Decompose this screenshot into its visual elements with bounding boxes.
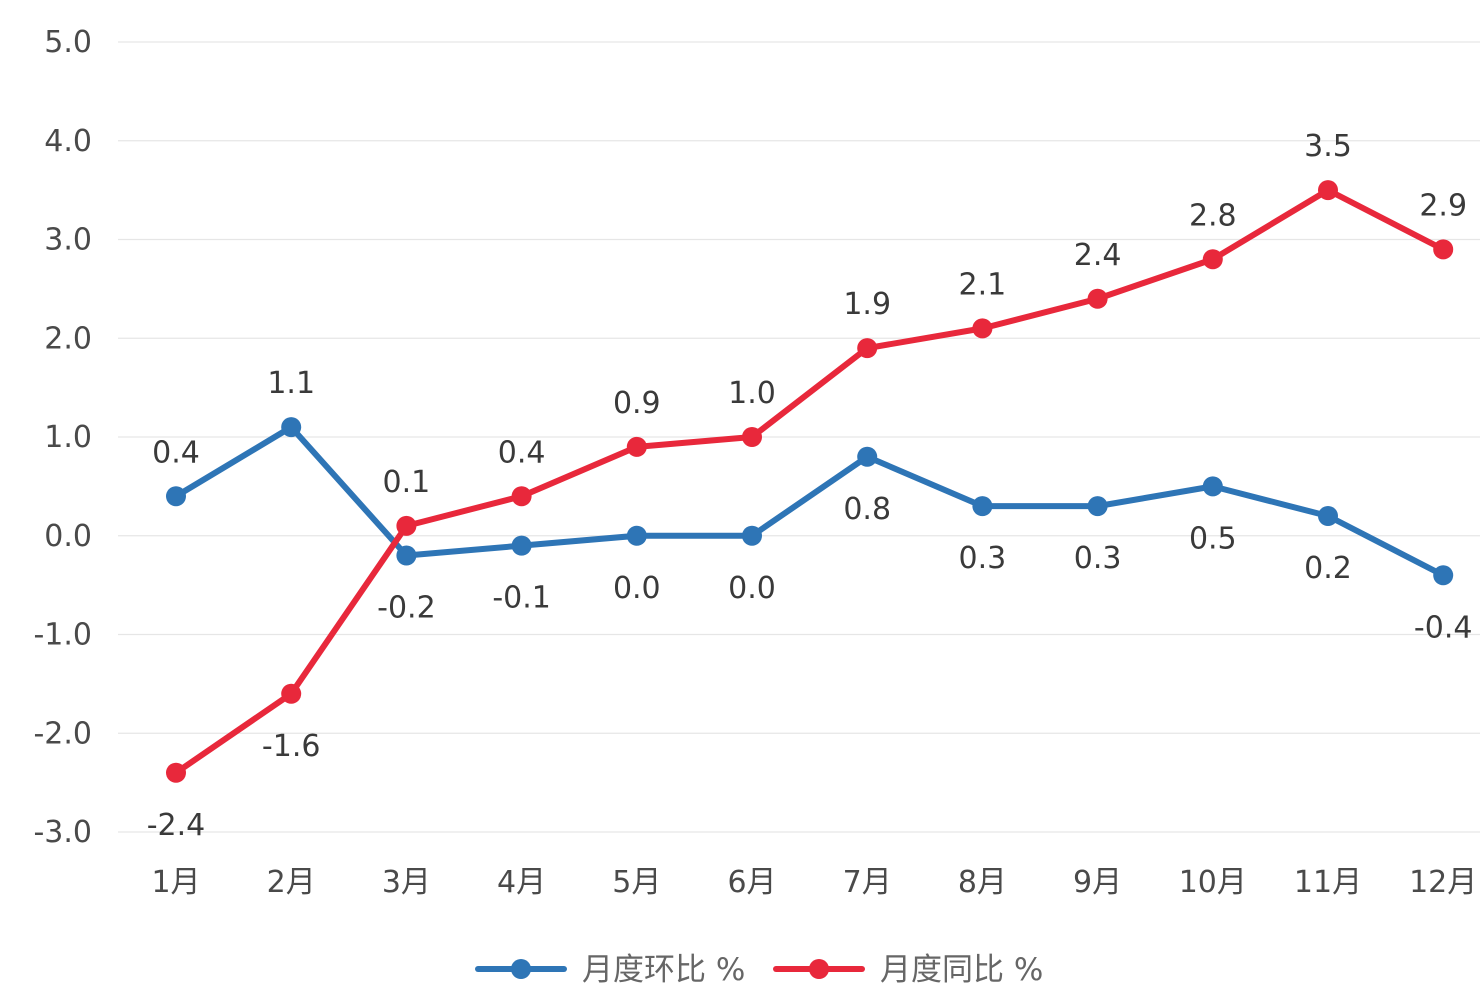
data-label: -2.4 bbox=[147, 808, 206, 843]
gridlines bbox=[118, 41, 1480, 833]
data-label: 2.8 bbox=[1189, 198, 1237, 233]
data-label: 3.5 bbox=[1304, 129, 1352, 164]
data-label: -1.6 bbox=[262, 729, 321, 764]
y-tick-label: 0.0 bbox=[44, 519, 92, 554]
legend-swatch-marker bbox=[511, 959, 531, 979]
x-tick-label: 9月 bbox=[1073, 865, 1122, 900]
data-labels: 0.4 -2.4 1.1 -1.6 -0.2 0.1 -0.1 0.4 0.0 0.9 0.0 1.0… bbox=[147, 129, 1473, 843]
data-point bbox=[972, 496, 993, 517]
data-point bbox=[396, 515, 417, 536]
x-axis: 1月 2月 3月 4月 5月 6月 7月 8月 9月 10月 11月 12月 bbox=[151, 865, 1477, 900]
series-lines bbox=[166, 180, 1454, 783]
data-label: -0.2 bbox=[377, 591, 436, 626]
data-point bbox=[626, 525, 647, 546]
data-point bbox=[1433, 239, 1454, 260]
x-tick-label: 10月 bbox=[1179, 865, 1247, 900]
y-tick-label: -1.0 bbox=[33, 618, 92, 653]
data-label: 2.4 bbox=[1074, 238, 1122, 273]
x-tick-label: 5月 bbox=[612, 865, 661, 900]
data-label: 2.9 bbox=[1419, 188, 1467, 223]
data-point bbox=[281, 683, 302, 704]
data-label: 0.1 bbox=[383, 465, 431, 500]
x-tick-label: 12月 bbox=[1409, 865, 1477, 900]
legend-swatch-marker bbox=[809, 959, 829, 979]
y-axis: -3.0 -2.0 -1.0 0.0 1.0 2.0 3.0 4.0 5.0 bbox=[33, 25, 92, 850]
data-label: 0.3 bbox=[1074, 541, 1122, 576]
data-point bbox=[626, 436, 647, 457]
y-tick-label: -2.0 bbox=[33, 716, 92, 751]
y-tick-label: 5.0 bbox=[44, 25, 92, 60]
data-point bbox=[972, 318, 993, 339]
data-label: 0.9 bbox=[613, 386, 661, 421]
data-label: 0.5 bbox=[1189, 521, 1237, 556]
data-point bbox=[511, 535, 532, 556]
series-line-1 bbox=[173, 424, 1447, 579]
data-point bbox=[1318, 506, 1338, 526]
x-tick-label: 11月 bbox=[1294, 865, 1362, 900]
legend-label-2: 月度同比 % bbox=[880, 952, 1043, 988]
legend: 月度环比 % 月度同比 % bbox=[475, 952, 1043, 988]
data-point bbox=[511, 486, 532, 507]
data-label: 2.1 bbox=[959, 267, 1007, 302]
y-tick-label: 2.0 bbox=[44, 321, 92, 356]
y-tick-label: -3.0 bbox=[33, 815, 92, 850]
data-label: 0.3 bbox=[959, 541, 1007, 576]
data-label: 1.1 bbox=[267, 366, 315, 401]
data-point bbox=[742, 427, 762, 447]
data-point bbox=[742, 525, 762, 546]
data-point bbox=[1318, 180, 1338, 201]
data-point bbox=[857, 338, 878, 359]
y-tick-label: 3.0 bbox=[44, 223, 92, 258]
data-point bbox=[1202, 476, 1223, 497]
x-tick-label: 2月 bbox=[267, 865, 316, 900]
x-tick-label: 8月 bbox=[958, 865, 1007, 900]
data-label: 0.2 bbox=[1304, 551, 1352, 586]
data-label: -0.4 bbox=[1414, 610, 1473, 645]
legend-label-1: 月度环比 % bbox=[582, 952, 745, 988]
data-label: 0.8 bbox=[843, 492, 891, 527]
data-label: 0.0 bbox=[728, 571, 776, 606]
data-point bbox=[166, 486, 186, 507]
data-label: 0.4 bbox=[152, 435, 200, 470]
x-tick-label: 6月 bbox=[727, 865, 776, 900]
x-tick-label: 1月 bbox=[151, 865, 200, 900]
data-point bbox=[1433, 565, 1454, 586]
data-label: -0.1 bbox=[492, 581, 551, 616]
data-point bbox=[1202, 249, 1223, 270]
data-point bbox=[166, 762, 186, 783]
series-line-2 bbox=[173, 187, 1447, 776]
data-label: 1.9 bbox=[843, 287, 891, 322]
data-point bbox=[857, 446, 878, 467]
data-label: 0.0 bbox=[613, 571, 661, 606]
x-tick-label: 7月 bbox=[843, 865, 892, 900]
data-label: 0.4 bbox=[498, 435, 546, 470]
x-tick-label: 3月 bbox=[382, 865, 431, 900]
x-tick-label: 4月 bbox=[497, 865, 546, 900]
data-point bbox=[281, 417, 302, 438]
y-tick-label: 4.0 bbox=[44, 124, 92, 159]
y-tick-label: 1.0 bbox=[44, 420, 92, 455]
data-point bbox=[1087, 288, 1108, 309]
data-label: 1.0 bbox=[728, 376, 776, 411]
data-point bbox=[396, 545, 417, 566]
data-point bbox=[1087, 496, 1108, 517]
